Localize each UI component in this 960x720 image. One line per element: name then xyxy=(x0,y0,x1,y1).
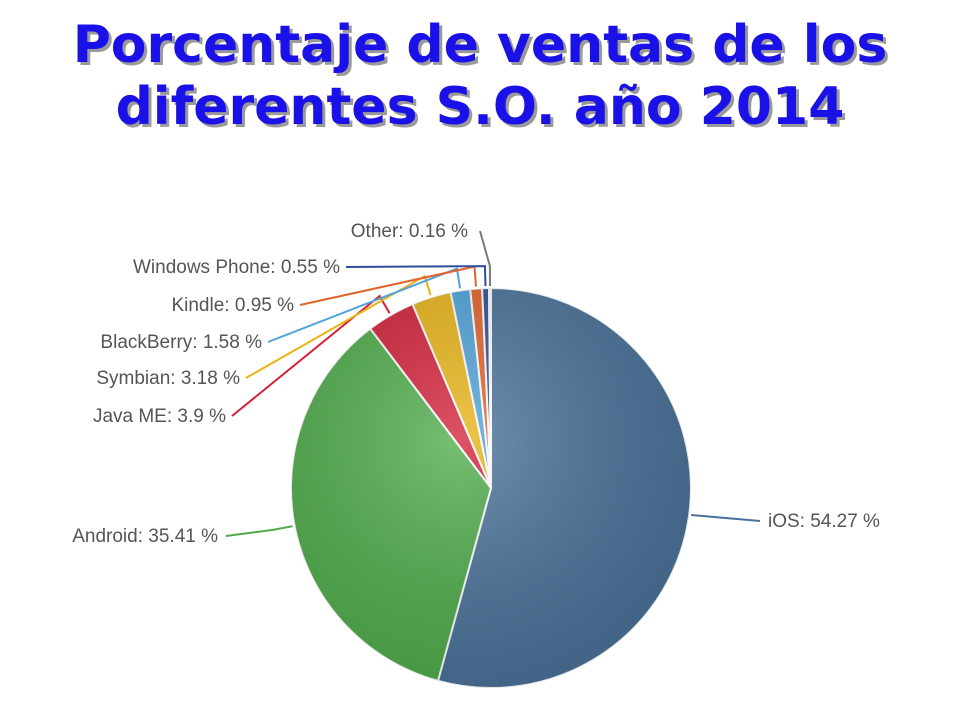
slice-label-symbian: Symbian: 3.18 % xyxy=(96,368,240,389)
leader-line-windows-phone xyxy=(345,265,487,287)
leader-line-java-me xyxy=(231,294,391,417)
leader-line-ios xyxy=(691,514,761,522)
title-line-1: Porcentaje de ventas de los xyxy=(72,15,888,75)
slice-label-other: Other: 0.16 % xyxy=(351,221,468,242)
slice-label-windows-phone: Windows Phone: 0.55 % xyxy=(133,257,340,278)
slice-label-kindle: Kindle: 0.95 % xyxy=(171,295,294,316)
leader-line-other xyxy=(479,230,491,287)
slice-label-android: Android: 35.41 % xyxy=(72,526,218,547)
title-line-2: diferentes S.O. año 2014 xyxy=(115,77,845,137)
pie-slices xyxy=(290,286,692,689)
page-title: Porcentaje de ventas de los diferentes S… xyxy=(0,14,960,138)
leader-lines xyxy=(225,230,761,537)
leader-line-symbian xyxy=(245,274,432,379)
leader-line-android xyxy=(225,525,293,537)
leader-line-blackberry xyxy=(267,267,461,343)
slice-label-blackberry: BlackBerry: 1.58 % xyxy=(100,332,262,353)
slice-label-ios: iOS: 54.27 % xyxy=(768,511,880,532)
slice-labels: iOS: 54.27 % Android: 35.41 % Java ME: 3.9… xyxy=(72,221,880,547)
slice-label-java-me: Java ME: 3.9 % xyxy=(93,406,226,427)
